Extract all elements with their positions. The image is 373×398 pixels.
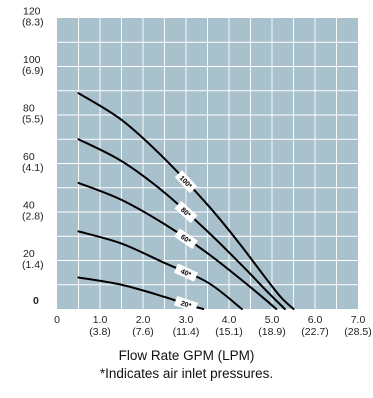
y-tick-sublabel: (2.8)	[22, 211, 44, 223]
x-tick-label: 0	[54, 314, 60, 326]
x-axis-ticks: 0 1.0(3.8) 2.0(7.6) 3.0(11.4) 4.0(15.1) 5.0(1…	[54, 314, 372, 338]
curve-labels: 100*80*60*40*20*	[173, 170, 199, 313]
curve-label-box	[174, 170, 198, 194]
x-tick-label: 3.0	[179, 314, 194, 326]
y-tick-label: 40	[23, 200, 35, 212]
x-tick-label: 7.0	[351, 314, 366, 326]
y-tick-sublabel: (5.5)	[22, 114, 44, 126]
curve-label-40: 40*	[179, 268, 192, 279]
x-tick-sublabel: (15.1)	[215, 326, 242, 338]
y-tick-label: 100	[23, 54, 41, 66]
curve-label-box	[173, 263, 199, 282]
x-tick-label: 4.0	[222, 314, 237, 326]
y-tick-sublabel: (8.3)	[22, 17, 44, 29]
curve-label-group: 60*	[174, 228, 198, 250]
curve-label-60: 60*	[179, 234, 192, 246]
x-tick-label: 5.0	[265, 314, 280, 326]
curve-100-psi	[77, 92, 295, 310]
y-tick-label: 120	[23, 6, 41, 18]
x-tick-sublabel: (22.7)	[301, 326, 328, 338]
y-tick-sublabel: (6.9)	[22, 65, 44, 77]
x-tick-sublabel: (7.6)	[132, 326, 154, 338]
y-tick-label: 80	[23, 103, 35, 115]
y-tick-label: 0	[33, 295, 39, 307]
x-tick-label: 2.0	[136, 314, 151, 326]
x-tick-sublabel: (11.4)	[173, 326, 200, 338]
y-tick-sublabel: (4.1)	[22, 162, 44, 174]
y-tick-label: 20	[23, 248, 35, 260]
air-pressure-note: *Indicates air inlet pressures.	[99, 366, 274, 381]
curve-40-psi	[77, 230, 243, 310]
curve-label-group: 40*	[173, 263, 199, 282]
x-tick-label: 6.0	[308, 314, 323, 326]
y-tick-sublabel: (1.4)	[22, 259, 44, 271]
curve-80-psi	[77, 138, 286, 310]
x-tick-label: 1.0	[93, 314, 108, 326]
grid-lines	[57, 18, 358, 309]
curve-label-box	[173, 295, 199, 313]
curve-label-box	[174, 228, 198, 250]
x-tick-sublabel: (18.9)	[258, 326, 285, 338]
y-axis-ticks: 0 20(1.4) 40(2.8) 60(4.1) 80(5.5) 100(6.9) 120…	[22, 6, 44, 308]
curve-label-20: 20*	[180, 300, 192, 310]
x-tick-sublabel: (28.5)	[344, 326, 371, 338]
y-tick-label: 60	[23, 151, 35, 163]
curve-label-box	[174, 200, 198, 224]
curve-label-group: 20*	[173, 295, 199, 313]
x-tick-sublabel: (3.8)	[89, 326, 111, 338]
x-axis-label: Flow Rate GPM (LPM)	[118, 348, 255, 363]
